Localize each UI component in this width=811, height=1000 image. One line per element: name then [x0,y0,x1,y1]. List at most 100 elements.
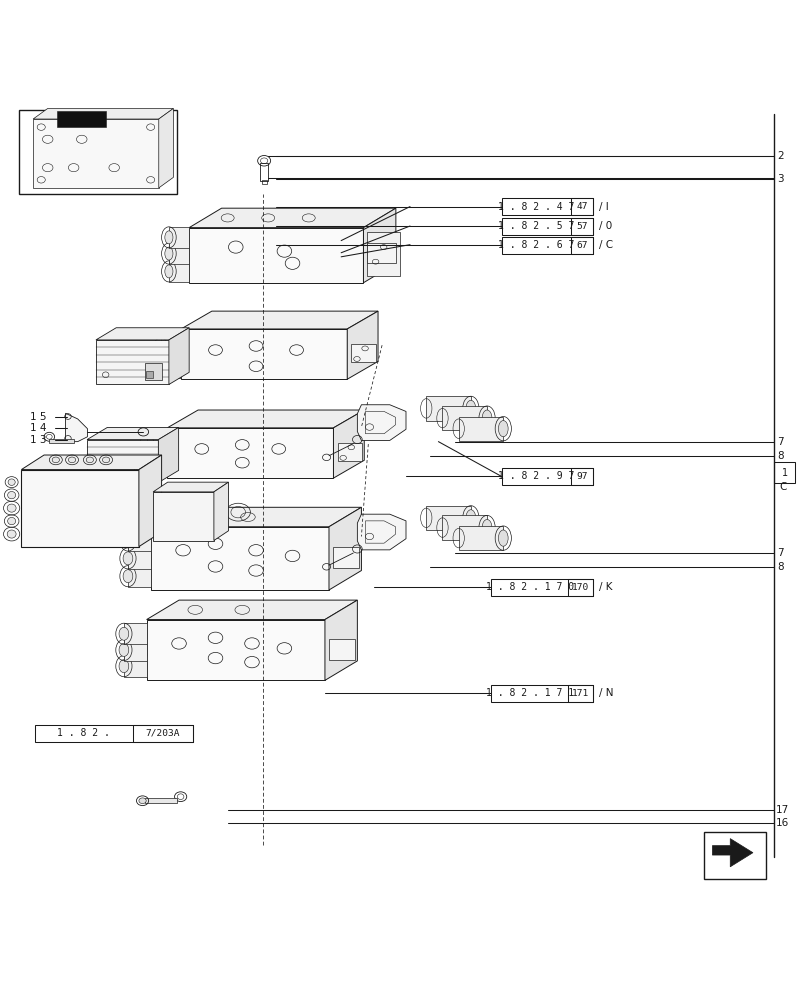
Polygon shape [324,600,357,680]
Polygon shape [153,482,228,492]
Text: 7: 7 [776,437,783,447]
Polygon shape [426,506,470,530]
Ellipse shape [119,643,129,656]
Ellipse shape [123,534,133,547]
Polygon shape [328,507,361,590]
Ellipse shape [86,457,93,463]
Text: 57: 57 [576,222,587,231]
Polygon shape [87,427,178,440]
Bar [260,163,268,181]
Text: / I: / I [599,202,608,212]
Text: 7/203A: 7/203A [145,729,180,738]
Ellipse shape [119,660,129,673]
Polygon shape [21,470,139,547]
Bar [568,579,592,596]
Bar [501,237,592,254]
Polygon shape [167,428,333,478]
Polygon shape [169,227,189,248]
Text: 47: 47 [576,202,587,211]
Bar [491,685,592,702]
Polygon shape [458,526,503,550]
Text: 1 . 8 2 . 6 7: 1 . 8 2 . 6 7 [497,240,574,250]
Text: 2: 2 [776,151,783,161]
Polygon shape [711,839,752,867]
Polygon shape [147,620,324,680]
Text: 3: 3 [776,174,783,184]
Polygon shape [161,338,181,357]
Polygon shape [161,359,181,378]
Polygon shape [124,656,147,677]
Text: 1 . 8 2 . 1 7 0: 1 . 8 2 . 1 7 0 [485,582,573,592]
Ellipse shape [165,231,173,244]
Text: 97: 97 [576,472,587,481]
Polygon shape [363,208,396,283]
Polygon shape [124,639,147,661]
Ellipse shape [165,247,173,260]
Polygon shape [66,413,88,442]
Polygon shape [96,340,169,384]
Bar [501,218,592,235]
Ellipse shape [165,265,173,278]
Polygon shape [169,261,189,282]
Text: 8: 8 [776,562,783,572]
Text: 67: 67 [576,241,587,250]
Polygon shape [442,406,487,430]
Text: 17: 17 [775,805,788,815]
Polygon shape [87,440,158,483]
Ellipse shape [498,421,508,437]
Polygon shape [213,482,228,541]
Polygon shape [33,108,173,119]
Ellipse shape [123,570,133,583]
Bar [570,218,592,235]
Polygon shape [151,527,328,590]
Ellipse shape [68,457,75,463]
Bar [491,579,592,596]
Bar [703,832,765,879]
Polygon shape [181,329,347,379]
Polygon shape [96,328,189,340]
Text: 171: 171 [571,689,589,698]
Polygon shape [58,111,106,127]
Polygon shape [128,548,151,569]
Text: 1 . 8 2 . 5 7: 1 . 8 2 . 5 7 [497,221,574,231]
Ellipse shape [7,504,16,512]
Text: 16: 16 [775,818,788,828]
Polygon shape [347,311,378,379]
Ellipse shape [466,400,475,417]
Polygon shape [158,427,178,483]
Text: 1 . 8 2 . 9 7: 1 . 8 2 . 9 7 [497,471,574,481]
Text: 1 4: 1 4 [30,423,47,433]
Ellipse shape [482,519,491,536]
Bar [333,547,358,568]
Polygon shape [333,410,364,478]
Text: 1 3: 1 3 [30,435,47,445]
Text: / C: / C [599,240,612,250]
Ellipse shape [139,798,146,804]
Bar [568,685,592,702]
Ellipse shape [52,457,59,463]
Bar [261,180,266,184]
Bar [501,198,592,215]
Bar [328,639,354,660]
Polygon shape [169,328,189,384]
Polygon shape [153,492,213,541]
Ellipse shape [102,457,109,463]
Polygon shape [139,455,161,547]
Ellipse shape [482,410,491,426]
Bar [351,344,375,362]
Bar [35,725,192,742]
Bar [367,243,396,263]
Bar [570,237,592,254]
Text: 1 . 8 2 . 1 7 1: 1 . 8 2 . 1 7 1 [485,688,573,698]
Polygon shape [426,396,470,421]
Polygon shape [181,311,378,329]
Polygon shape [367,232,400,276]
Ellipse shape [7,530,16,538]
Text: / 0: / 0 [599,221,611,231]
Text: 7: 7 [776,548,783,558]
Ellipse shape [7,517,15,525]
Bar [19,110,176,194]
Bar [146,371,153,378]
Polygon shape [442,515,487,540]
Bar [135,469,143,476]
